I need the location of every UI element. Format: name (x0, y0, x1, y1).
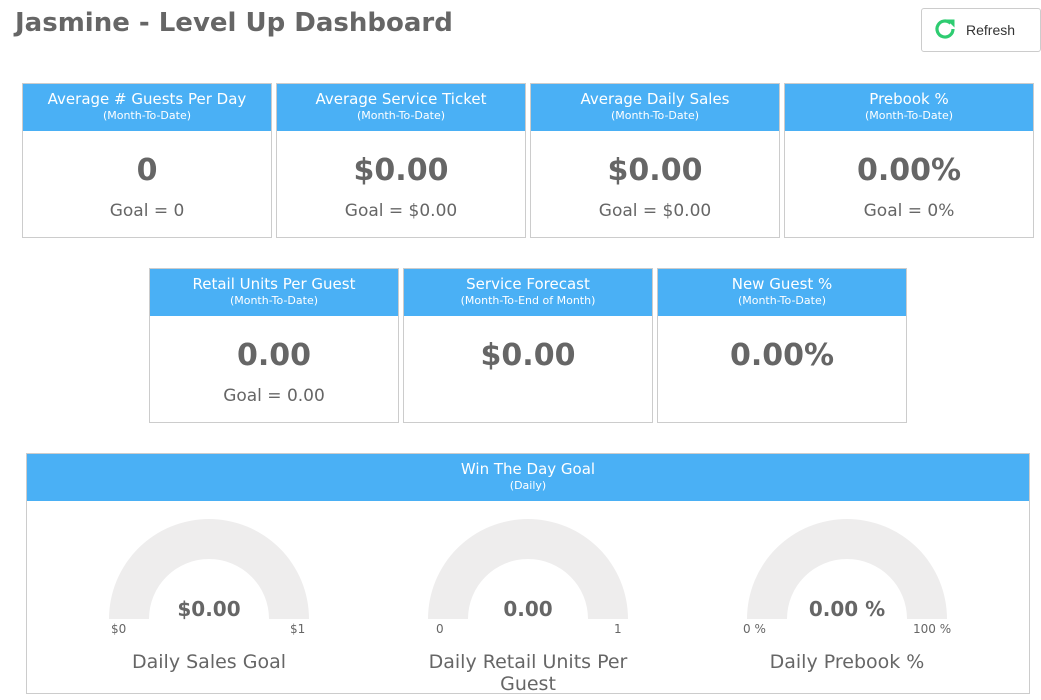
kpi-card-title: Average # Guests Per Day (47, 90, 247, 108)
gauge-min: 0 (436, 622, 444, 636)
kpi-card-subtitle: (Month-To-Date) (229, 294, 319, 307)
kpi-card-header: Service Forecast (Month-To-End of Month) (404, 269, 652, 316)
kpi-card-new-guest: New Guest % (Month-To-Date) 0.00% (657, 268, 907, 423)
kpi-card-title: Retail Units Per Guest (192, 275, 356, 293)
kpi-card-avg-guests: Average # Guests Per Day (Month-To-Date)… (22, 83, 272, 238)
kpi-card-value: $0.00 (607, 153, 703, 188)
kpi-card-title: Average Daily Sales (580, 90, 730, 108)
win-the-day-subtitle: (Daily) (509, 479, 547, 492)
kpi-card-title: Service Forecast (466, 275, 590, 293)
gauge-label: Daily Retail Units Per Guest (428, 651, 628, 695)
win-the-day-panel: Win The Day Goal (Daily) $0.00 $0 $1 Dai… (26, 453, 1030, 695)
kpi-card-value: 0.00% (729, 338, 835, 373)
gauge-value: $0.00 (177, 597, 241, 621)
kpi-card-subtitle: (Month-To-End of Month) (460, 294, 596, 307)
gauge-daily-sales: $0.00 $0 $1 Daily Sales Goal (89, 509, 329, 689)
kpi-card-header: Prebook % (Month-To-Date) (785, 84, 1033, 131)
gauge-max: $1 (290, 622, 306, 636)
kpi-card-goal: Goal = $0.00 (344, 201, 458, 221)
kpi-card-header: New Guest % (Month-To-Date) (658, 269, 906, 316)
kpi-card-avg-service-ticket: Average Service Ticket (Month-To-Date) $… (276, 83, 526, 238)
kpi-card-value: 0 (136, 153, 158, 188)
kpi-card-goal: Goal = 0.00 (223, 386, 325, 406)
refresh-icon (932, 16, 958, 45)
gauge-value: 0.00 (503, 597, 553, 621)
kpi-card-goal: Goal = 0% (863, 201, 955, 221)
kpi-card-title: Prebook % (869, 90, 949, 108)
kpi-card-subtitle: (Month-To-Date) (737, 294, 827, 307)
kpi-card-avg-daily-sales: Average Daily Sales (Month-To-Date) $0.0… (530, 83, 780, 238)
kpi-card-retail-units: Retail Units Per Guest (Month-To-Date) 0… (149, 268, 399, 423)
kpi-card-service-forecast: Service Forecast (Month-To-End of Month)… (403, 268, 653, 423)
gauge-label: Daily Sales Goal (132, 651, 286, 673)
gauge-value: 0.00 % (808, 597, 886, 621)
gauge-max: 100 % (913, 622, 952, 636)
kpi-card-subtitle: (Month-To-Date) (610, 109, 700, 122)
kpi-card-subtitle: (Month-To-Date) (356, 109, 446, 122)
kpi-card-header: Average # Guests Per Day (Month-To-Date) (23, 84, 271, 131)
gauge-min: 0 % (743, 622, 766, 636)
page-title: Jasmine - Level Up Dashboard (15, 8, 453, 38)
kpi-card-value: 0.00 (236, 338, 312, 373)
kpi-card-value: $0.00 (480, 338, 576, 373)
gauge-daily-prebook: 0.00 % 0 % 100 % Daily Prebook % (727, 509, 967, 689)
kpi-card-title: Average Service Ticket (315, 90, 487, 108)
kpi-card-subtitle: (Month-To-Date) (102, 109, 192, 122)
gauge-daily-retail-units: 0.00 0 1 Daily Retail Units Per Guest (408, 509, 648, 695)
kpi-card-subtitle: (Month-To-Date) (864, 109, 954, 122)
gauge-arc (109, 519, 309, 619)
gauge-max: 1 (614, 622, 622, 636)
kpi-card-prebook: Prebook % (Month-To-Date) 0.00% Goal = 0… (784, 83, 1034, 238)
win-the-day-title: Win The Day Goal (460, 460, 596, 478)
win-the-day-header: Win The Day Goal (Daily) (27, 454, 1029, 501)
kpi-card-goal: Goal = $0.00 (598, 201, 712, 221)
kpi-card-value: $0.00 (353, 153, 449, 188)
kpi-card-header: Average Service Ticket (Month-To-Date) (277, 84, 525, 131)
kpi-card-value: 0.00% (856, 153, 962, 188)
refresh-button[interactable]: Refresh (921, 8, 1041, 52)
gauge-min: $0 (111, 622, 127, 636)
kpi-card-goal: Goal = 0 (109, 201, 185, 221)
gauge-label: Daily Prebook % (769, 651, 925, 673)
kpi-card-header: Retail Units Per Guest (Month-To-Date) (150, 269, 398, 316)
kpi-card-title: New Guest % (731, 275, 833, 293)
gauge-arc (747, 519, 947, 619)
kpi-card-header: Average Daily Sales (Month-To-Date) (531, 84, 779, 131)
refresh-label: Refresh (966, 22, 1016, 38)
gauge-arc (428, 519, 628, 619)
